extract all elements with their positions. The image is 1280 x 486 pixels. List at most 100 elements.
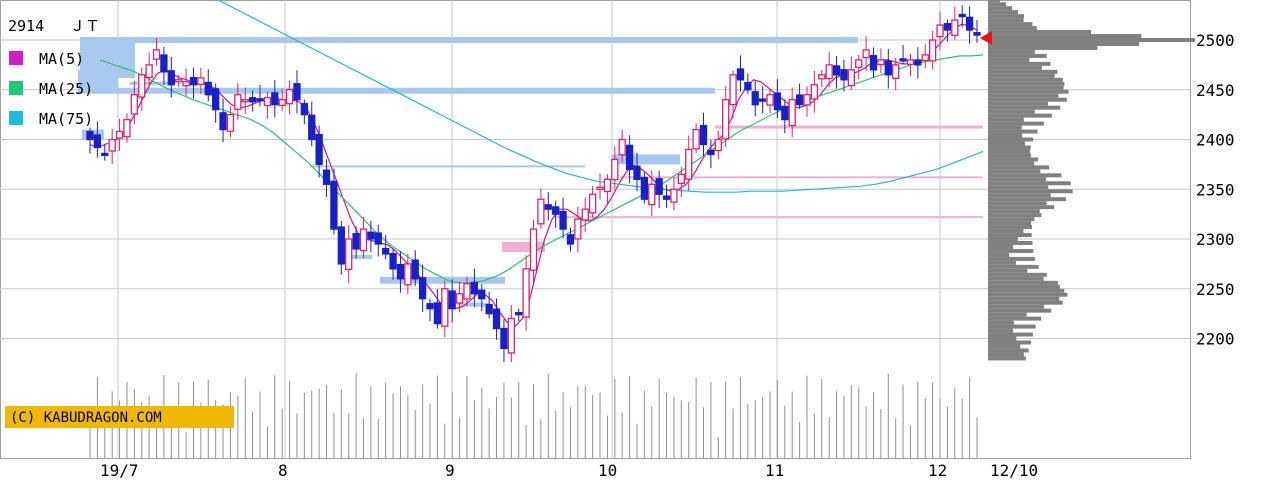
profile-bar — [988, 237, 1018, 242]
candle-up — [936, 24, 944, 38]
candle-down — [973, 32, 981, 36]
profile-bar — [988, 145, 1031, 150]
profile-bar — [988, 153, 1031, 158]
profile-bar — [988, 244, 1014, 249]
profile-bar — [988, 45, 1098, 50]
candle-down — [965, 16, 974, 31]
candle-up — [788, 99, 796, 127]
candle-up — [463, 283, 471, 300]
candle-down — [271, 92, 279, 106]
price-zone — [80, 37, 858, 43]
price-zone — [380, 276, 505, 284]
candle-up — [138, 74, 146, 98]
candle-up — [847, 69, 855, 87]
candle-up — [441, 288, 449, 327]
candle-up — [130, 94, 139, 115]
profile-bar — [988, 30, 1092, 35]
y-tick-label: 2500 — [1196, 31, 1235, 50]
candle-down — [389, 252, 397, 270]
profile-bar — [988, 324, 1036, 329]
candle-up — [404, 263, 412, 286]
profile-bar — [988, 6, 1012, 11]
candle-down — [958, 13, 966, 18]
ticker-name: ＪＴ — [70, 17, 100, 35]
overlay: 2914 ＪＴ MA(5) MA(25) MA(75) (C) KABUDRAG… — [5, 17, 992, 428]
candle-up — [892, 64, 900, 79]
price-zone — [715, 125, 983, 129]
candle-down — [101, 152, 109, 157]
x-tick-label: 9 — [445, 461, 455, 480]
candle-down — [884, 60, 892, 76]
profile-bar — [988, 173, 1062, 178]
candle-down — [160, 54, 168, 73]
candle-up — [877, 59, 885, 66]
candle-up — [803, 94, 811, 106]
y-tick-label: 2450 — [1196, 81, 1235, 100]
candle-down — [500, 327, 508, 350]
profile-bar — [988, 105, 1061, 110]
profile-bar — [988, 129, 1038, 134]
candle-up — [692, 128, 700, 150]
profile-bar — [988, 10, 1018, 15]
profile-bar — [988, 181, 1071, 186]
profile-bar — [988, 221, 1032, 226]
candle-up — [825, 64, 833, 80]
candle-up — [648, 183, 656, 206]
candle-down — [396, 263, 405, 280]
profile-bar — [988, 61, 1051, 66]
profile-bar — [988, 217, 1035, 222]
profile-bar — [988, 137, 1034, 142]
profile-bar — [988, 113, 1052, 118]
candle-up — [906, 59, 915, 65]
profile-bar — [988, 161, 1035, 166]
profile-bar — [988, 213, 1042, 218]
profile-bar — [988, 165, 1050, 170]
candle-up — [182, 81, 190, 87]
candle-up — [596, 186, 604, 190]
profile-bar — [988, 316, 1042, 321]
price-zone — [620, 176, 983, 179]
profile-bar — [988, 125, 1022, 130]
candle-up — [241, 99, 249, 103]
volume-bars — [89, 373, 978, 458]
candle-down — [773, 92, 782, 111]
x-tick-label: 19/7 — [100, 461, 139, 480]
ma-line-ma25 — [99, 54, 984, 284]
candle-up — [929, 39, 937, 62]
x-tick-label: 12/10 — [990, 461, 1038, 480]
candle-up — [278, 99, 286, 106]
profile-bar — [988, 209, 1040, 214]
profile-bar — [988, 121, 1044, 126]
last-price-marker-icon — [980, 31, 992, 45]
candle-up — [234, 94, 242, 110]
candle-up — [685, 148, 693, 180]
candle-down — [751, 91, 759, 106]
profile-bar — [988, 308, 1052, 313]
candle-down — [204, 81, 212, 96]
x-tick-label: 10 — [598, 461, 617, 480]
candle-up — [722, 99, 730, 140]
candle-up — [818, 74, 826, 80]
profile-bar — [988, 332, 1033, 337]
y-tick-label: 2350 — [1196, 180, 1235, 199]
candle-down — [899, 58, 907, 62]
profile-bar — [988, 117, 1024, 122]
price-zone — [348, 254, 372, 259]
legend-swatch-ma75 — [9, 111, 23, 125]
candle-up — [507, 317, 515, 354]
profile-bar — [988, 280, 1058, 285]
candle-down — [832, 65, 841, 76]
candle-down — [212, 88, 220, 111]
profile-bar — [988, 312, 1027, 317]
candle-down — [256, 98, 264, 102]
profile-bar — [988, 356, 1026, 361]
candle-up — [574, 218, 582, 240]
price-zone — [555, 216, 983, 219]
profile-bar — [988, 22, 1033, 27]
candle-down — [322, 169, 331, 185]
profile-bar — [988, 225, 1032, 230]
candle-down — [418, 277, 427, 300]
profile-bar — [988, 344, 1021, 349]
candle-up — [152, 49, 161, 60]
